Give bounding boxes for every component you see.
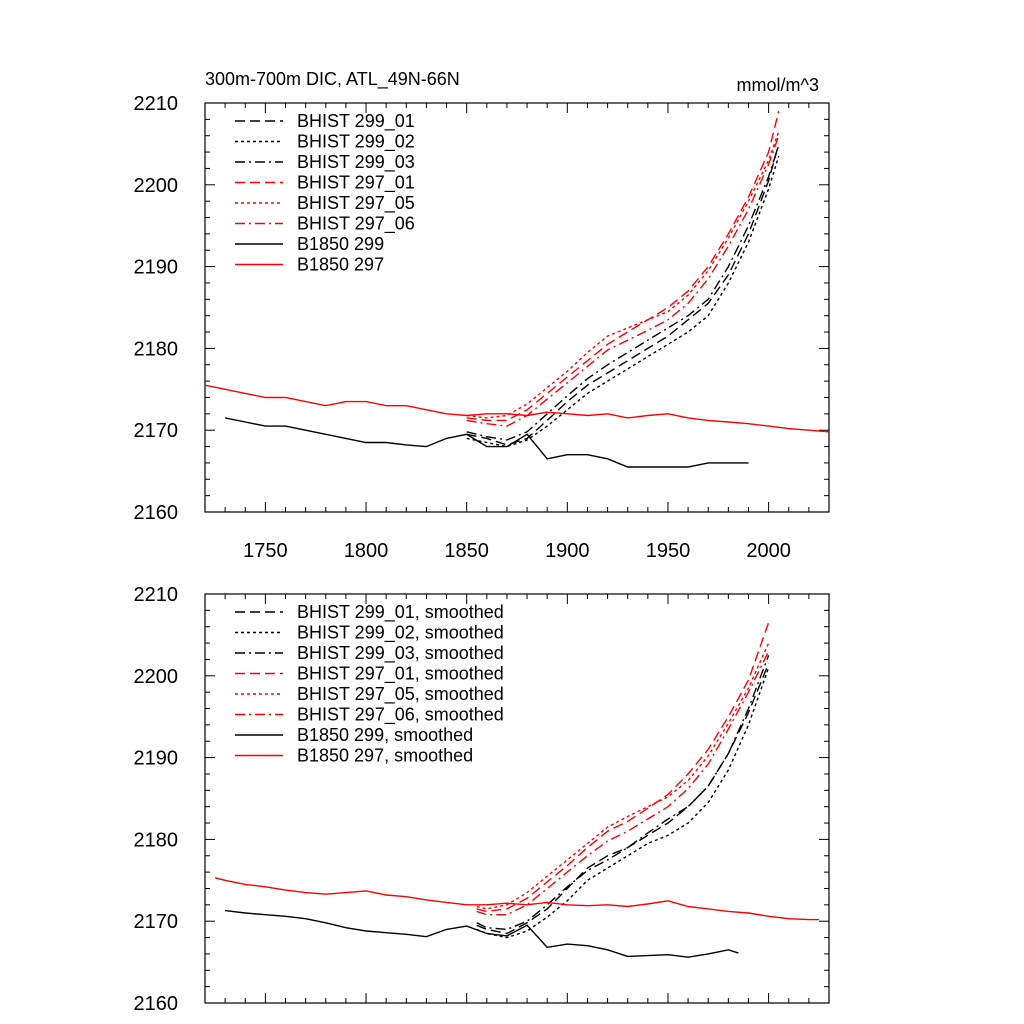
y-tick-label: 2170 [134, 420, 179, 442]
series-line-6 [476, 650, 770, 916]
legend-label: BHIST 299_02, smoothed [297, 623, 504, 644]
series-line-4 [476, 622, 770, 913]
x-tick-label: 1900 [545, 540, 590, 562]
plot-frame [204, 102, 830, 513]
series-line-8 [214, 877, 819, 921]
series-line-3 [466, 145, 780, 441]
chart-title: 300m-700m DIC, ATL_49N-66N [205, 69, 460, 90]
legend-label: BHIST 297_01 [297, 173, 415, 194]
y-tick-label: 2190 [134, 257, 179, 279]
series-line-1 [466, 143, 780, 446]
legend-label: BHIST 299_01, smoothed [297, 602, 504, 623]
x-tick-label: 1850 [444, 540, 489, 562]
legend-label: BHIST 297_05, smoothed [297, 684, 504, 705]
series-line-1 [476, 663, 770, 935]
series-line-5 [476, 642, 770, 910]
series-line-4 [466, 111, 780, 422]
y-tick-label: 2190 [134, 748, 179, 770]
y-tick-label: 2160 [134, 993, 179, 1015]
legend-label: B1850 297, smoothed [297, 746, 473, 766]
y-tick-label: 2160 [134, 502, 179, 524]
legend-label: BHIST 299_03, smoothed [297, 643, 504, 664]
series-line-6 [466, 135, 780, 427]
x-tick-label: 1950 [646, 540, 691, 562]
y-tick-label: 2170 [134, 911, 179, 933]
legend-label: B1850 299 [297, 234, 384, 254]
legend-label: BHIST 297_01, smoothed [297, 664, 504, 685]
series-line-3 [476, 655, 770, 931]
legend-label: BHIST 297_05 [297, 193, 415, 214]
series-line-7 [225, 909, 739, 958]
legend-label: BHIST 299_03 [297, 152, 415, 173]
legend-label: BHIST 299_02 [297, 132, 415, 153]
legend-label: BHIST 297_06 [297, 214, 415, 235]
y-tick-label: 2180 [134, 829, 179, 851]
x-tick-label: 1800 [344, 540, 389, 562]
series-line-7 [224, 417, 749, 468]
y-tick-label: 2200 [134, 666, 179, 688]
y-tick-label: 2210 [134, 93, 179, 115]
y-tick-label: 2210 [134, 584, 179, 606]
plot-frame [204, 593, 830, 1004]
series-line-8 [205, 384, 829, 433]
series-line-2 [476, 667, 770, 939]
y-tick-label: 2180 [134, 338, 179, 360]
units-label: mmol/m^3 [737, 75, 819, 95]
series-line-5 [466, 131, 780, 419]
y-tick-label: 2200 [134, 175, 179, 197]
bottom-panel: 2160 2170 2180 2190 2200 2210 BHIST 299_01, sm… [134, 584, 830, 1015]
legend-label: B1850 297 [297, 255, 384, 275]
legend-label: B1850 299, smoothed [297, 725, 473, 745]
top-panel: 2160 2170 2180 2190 2200 2210 1750 1800 1850 1900… [134, 69, 830, 562]
legend-label: BHIST 297_06, smoothed [297, 705, 504, 726]
series-line-2 [466, 155, 780, 448]
x-tick-label: 1750 [243, 540, 288, 562]
legend-label: BHIST 299_01 [297, 111, 415, 132]
x-tick-label: 2000 [746, 540, 791, 562]
